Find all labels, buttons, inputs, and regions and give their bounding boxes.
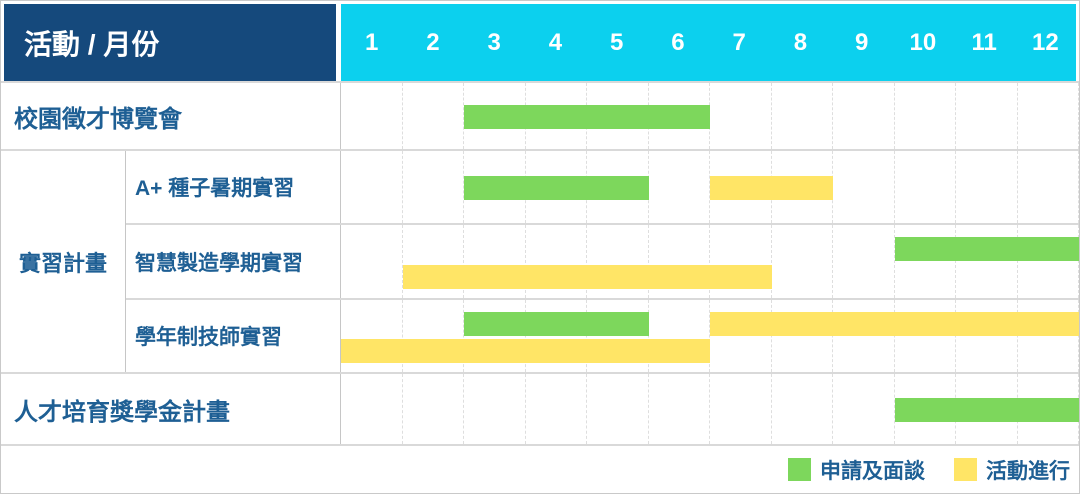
group-label-internship-program: 實習計畫 bbox=[1, 151, 126, 372]
month-header-8: 8 bbox=[793, 28, 808, 56]
grid-cell bbox=[403, 225, 464, 298]
grid-cell bbox=[1018, 300, 1079, 372]
bar-yellow-m7-m8 bbox=[710, 176, 833, 200]
grid-cell bbox=[649, 300, 710, 372]
grid-cell bbox=[956, 300, 1018, 372]
bar-green-m3-m5 bbox=[464, 312, 649, 336]
month-header-4: 4 bbox=[548, 28, 563, 56]
grid-cell bbox=[710, 374, 772, 444]
bar-green-m10-m12 bbox=[894, 398, 1079, 422]
task-label: A+ 種子暑期實習 bbox=[126, 151, 341, 223]
grid-cell bbox=[833, 225, 895, 298]
grid-cell bbox=[833, 300, 895, 372]
grid-cell bbox=[649, 374, 710, 444]
legend-label-activity-ongoing: 活動進行 bbox=[986, 459, 1070, 483]
month-header-7: 7 bbox=[732, 28, 746, 56]
legend-label-application-interview: 申請及面談 bbox=[820, 459, 925, 483]
task-label: 智慧製造學期實習 bbox=[126, 225, 341, 298]
bar-green-m10-m12 bbox=[894, 237, 1079, 261]
grid-cell bbox=[403, 300, 464, 372]
grid-cell bbox=[526, 374, 587, 444]
month-header-11: 11 bbox=[971, 28, 997, 56]
grid-cell bbox=[341, 83, 403, 149]
grid-cell bbox=[956, 225, 1018, 298]
task-row-5: 人才培育獎學金計畫 bbox=[1, 372, 1079, 444]
grid-cell bbox=[526, 225, 587, 298]
grid-cell bbox=[833, 151, 895, 223]
month-header-12: 12 bbox=[1032, 28, 1059, 56]
grid-cell bbox=[895, 151, 956, 223]
legend-green-swatch-icon bbox=[788, 458, 811, 481]
legend-entry-activity-ongoing: 活動進行 bbox=[954, 455, 1070, 485]
month-grid bbox=[341, 374, 1079, 444]
month-header-9: 9 bbox=[854, 28, 869, 56]
grid-cell bbox=[341, 374, 403, 444]
grid-cell bbox=[649, 151, 710, 223]
grid-cell bbox=[895, 300, 956, 372]
bar-green-m3-m5 bbox=[464, 176, 649, 200]
month-grid bbox=[341, 151, 1079, 223]
header-row: 活動 / 月份 1 2 3 4 5 6 7 8 9 10 11 12 bbox=[1, 1, 1079, 81]
grid-cell bbox=[956, 83, 1018, 149]
task-row-2: A+ 種子暑期實習 bbox=[1, 149, 1079, 223]
grid-cell bbox=[710, 300, 772, 372]
grid-cell bbox=[710, 225, 772, 298]
grid-cell bbox=[341, 151, 403, 223]
grid-cell bbox=[772, 83, 833, 149]
grid-cell bbox=[895, 83, 956, 149]
month-grid bbox=[341, 83, 1079, 149]
grid-cell bbox=[833, 374, 895, 444]
task-row-3: 智慧製造學期實習 bbox=[1, 223, 1079, 298]
month-header-10: 10 bbox=[909, 28, 937, 56]
grid-cell bbox=[403, 374, 464, 444]
task-label: 校園徵才博覽會 bbox=[1, 83, 341, 149]
grid-cell bbox=[1018, 83, 1079, 149]
grid-cell bbox=[403, 83, 464, 149]
corner-header: 活動 / 月份 bbox=[1, 1, 341, 81]
month-header-5: 5 bbox=[609, 28, 624, 56]
grid-cell bbox=[587, 374, 649, 444]
month-header-6: 6 bbox=[671, 28, 685, 56]
grid-cell bbox=[464, 300, 526, 372]
task-label: 人才培育獎學金計畫 bbox=[1, 374, 341, 444]
grid-cell bbox=[341, 300, 403, 372]
grid-cell bbox=[526, 300, 587, 372]
grid-cell bbox=[772, 225, 833, 298]
grid-cell bbox=[833, 83, 895, 149]
grid-cell bbox=[464, 374, 526, 444]
grid-cell bbox=[587, 300, 649, 372]
grid-cell bbox=[772, 374, 833, 444]
bar-yellow-m2-m7 bbox=[402, 265, 772, 289]
month-header-3: 3 bbox=[487, 28, 501, 56]
task-row-1: 校園徵才博覽會 bbox=[1, 81, 1079, 149]
legend: 申請及面談 活動進行 bbox=[1, 444, 1079, 493]
legend-yellow-swatch-icon bbox=[954, 458, 977, 481]
gantt-body: 校園徵才博覽會 A+ 種子暑期實習 智慧製造學期實習 學年制技師實習 人才培育獎學金計畫… bbox=[1, 81, 1079, 444]
month-grid bbox=[341, 225, 1079, 298]
month-header-strip: 1 2 3 4 5 6 7 8 9 10 11 12 bbox=[341, 1, 1079, 81]
task-label: 學年制技師實習 bbox=[126, 300, 341, 372]
grid-cell bbox=[649, 225, 710, 298]
grid-cell bbox=[772, 300, 833, 372]
month-grid bbox=[341, 300, 1079, 372]
grid-cell bbox=[341, 225, 403, 298]
grid-cell bbox=[403, 151, 464, 223]
bar-green-m3-m6 bbox=[464, 105, 710, 129]
legend-entry-application-interview: 申請及面談 bbox=[788, 455, 925, 485]
grid-cell bbox=[587, 225, 649, 298]
month-header-1: 1 bbox=[364, 28, 379, 56]
bar-yellow-m7-m12 bbox=[710, 312, 1079, 336]
task-row-4: 學年制技師實習 bbox=[1, 298, 1079, 372]
grid-cell bbox=[1018, 151, 1079, 223]
grid-cell bbox=[464, 225, 526, 298]
grid-cell bbox=[710, 83, 772, 149]
bar-yellow-m1-m6 bbox=[341, 339, 710, 363]
grid-cell bbox=[956, 151, 1018, 223]
month-header-2: 2 bbox=[426, 28, 440, 56]
grid-cell bbox=[1018, 225, 1079, 298]
grid-cell bbox=[895, 225, 956, 298]
